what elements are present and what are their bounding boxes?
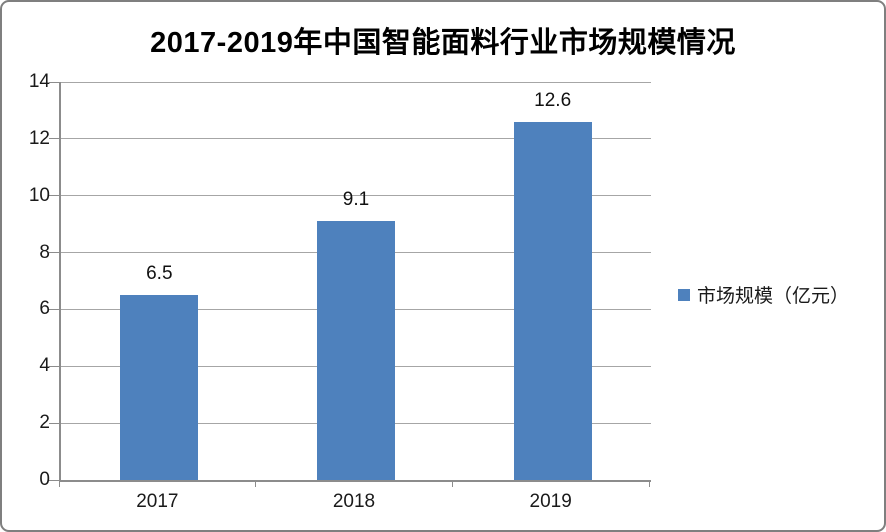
x-axis-tick [255,480,257,487]
x-axis-tick [58,480,60,487]
y-axis-tick-label: 8 [39,241,50,263]
y-axis-tick [49,479,59,481]
bar-2019[interactable] [513,121,592,480]
y-axis-tick-label: 2 [39,412,50,434]
x-axis-label-2019: 2019 [529,491,572,512]
legend-label: 市场规模（亿元） [697,286,850,307]
y-axis-tick-label: 6 [39,298,50,320]
x-axis-tick [451,480,453,487]
x-axis-label-2017: 2017 [136,491,179,512]
y-axis-tick-label: 12 [28,127,50,149]
bar-2018[interactable] [317,221,395,480]
x-axis-label-2018: 2018 [332,491,376,512]
gridline [61,81,651,83]
bar-2017[interactable] [120,295,199,480]
y-axis-tick-label: 0 [39,469,50,490]
x-axis-tick [648,480,650,487]
y-axis-tick [49,308,59,310]
bar-data-label: 9.1 [342,189,370,211]
y-axis-tick [49,422,59,424]
y-axis-tick [49,365,59,367]
y-axis-tick [49,252,59,254]
y-axis-tick [49,195,59,197]
gridline [61,138,651,140]
plot-area: 6.5 9.1 12.6 [59,81,651,482]
y-axis-tick [49,138,59,140]
y-axis-tick-label: 10 [28,184,50,206]
bar-data-label: 6.5 [146,263,173,285]
legend-marker-icon [678,288,690,301]
y-axis-tick-label: 14 [28,71,50,92]
y-axis-tick-label: 4 [39,355,50,377]
legend[interactable]: 市场规模（亿元） [678,281,849,308]
gridline [61,195,651,197]
chart-title: 2017-2019年中国智能面料行业市场规模情况 [150,27,736,59]
bar-data-label: 12.6 [534,89,572,111]
y-axis-tick [49,81,59,83]
